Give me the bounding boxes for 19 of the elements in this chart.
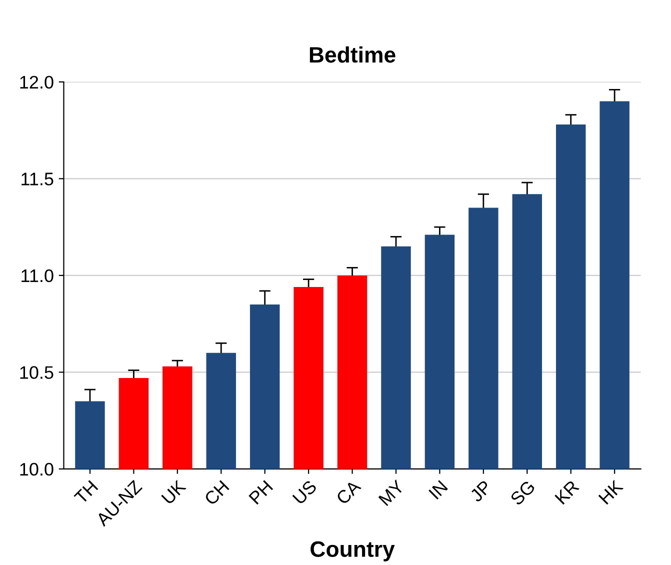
y-tick-label: 10.5 (20, 366, 54, 379)
x-tick-label: CA (336, 479, 362, 506)
y-tick-label: 11.5 (22, 172, 54, 186)
x-axis-title: Country (310, 541, 395, 562)
y-tick-label: 11.0 (22, 269, 54, 282)
x-tick-label: SG (510, 480, 536, 506)
x-tick-label: IN (428, 480, 448, 500)
x-tick-label: CH (204, 480, 230, 506)
x-tick-label: TH (74, 480, 98, 505)
y-tick-label: 10.0 (20, 462, 54, 476)
x-tick-label: HK (598, 479, 624, 505)
x-tick-label: PH (248, 480, 274, 505)
x-tick-label: UK (161, 479, 187, 505)
x-tick-label: US (292, 480, 318, 505)
x-tick-label: MY (378, 479, 405, 506)
y-tick-label: 12.0 (20, 76, 54, 89)
x-tick-label: KR (554, 480, 580, 505)
x-tick-label: JP (469, 480, 492, 503)
chart-title: Bedtime (310, 46, 396, 63)
